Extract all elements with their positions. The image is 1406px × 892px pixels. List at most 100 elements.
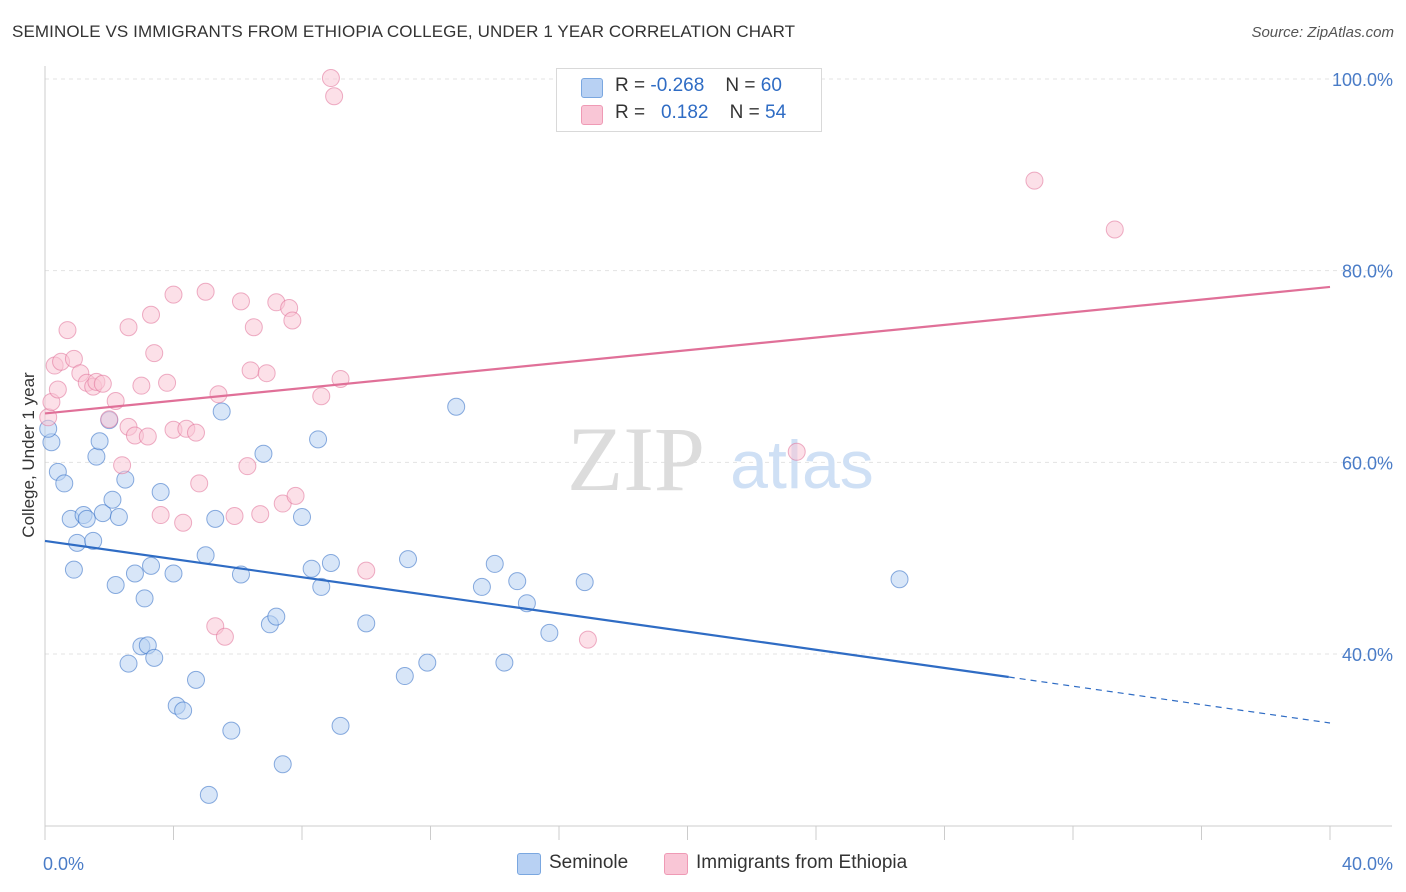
- seminole-point: [212, 402, 231, 421]
- seminole-point: [309, 430, 328, 449]
- ethiopia-point: [48, 380, 67, 399]
- bottom-legend-swatch-seminole: [517, 853, 541, 875]
- legend-n-value: 60: [760, 75, 782, 96]
- seminole-point: [395, 667, 414, 686]
- seminole-point: [267, 607, 286, 626]
- seminole-point: [254, 444, 273, 463]
- seminole-point: [196, 546, 215, 565]
- seminole-point: [90, 432, 109, 451]
- ethiopia-point: [132, 376, 151, 395]
- ethiopia-point: [225, 507, 244, 525]
- x-tick-label: 40.0%: [1342, 854, 1393, 874]
- seminole-point: [293, 507, 311, 526]
- bottom-legend-label: Seminole: [549, 852, 629, 873]
- legend-r-label: R =: [615, 102, 646, 123]
- tick-labels: 100.0% 80.0% 60.0% 40.0% 0.0% 40.0%: [43, 70, 1393, 874]
- legend-swatch-seminole: [581, 78, 603, 98]
- seminole-point: [142, 556, 161, 575]
- ethiopia-point: [209, 385, 228, 404]
- ethiopia-point: [190, 474, 209, 493]
- seminole-point: [418, 653, 437, 672]
- seminole-point: [312, 577, 331, 596]
- seminole-point: [84, 531, 103, 550]
- legend-n-value: 54: [765, 102, 787, 123]
- y-tick-label: 100.0%: [1332, 70, 1393, 90]
- ethiopia-point: [787, 442, 806, 461]
- seminole-point: [540, 623, 559, 642]
- legend-r-label: R =: [615, 75, 646, 96]
- seminole-point: [64, 560, 83, 579]
- seminole-point: [890, 570, 909, 589]
- seminole-point: [472, 577, 491, 596]
- ethiopia-point: [286, 486, 305, 505]
- ethiopia-trend-line: [44, 285, 1331, 415]
- ethiopia-point: [1025, 171, 1044, 190]
- legend-r-value: 0.182: [660, 102, 709, 123]
- ethiopia-point: [158, 373, 177, 392]
- ethiopia-point: [164, 285, 183, 304]
- ethiopia-point: [138, 427, 157, 446]
- bottom-legend-label: Immigrants from Ethiopia: [696, 852, 908, 873]
- seminole-trend-line: [44, 539, 1009, 679]
- seminole-point: [508, 572, 527, 591]
- seminole-point: [109, 507, 128, 526]
- seminole-point: [222, 721, 241, 740]
- ethiopia-point: [119, 318, 138, 337]
- seminole-point: [273, 755, 292, 774]
- ethiopia-point: [325, 87, 344, 106]
- seminole-point: [55, 474, 74, 493]
- seminole-trend-extension: [1008, 676, 1331, 724]
- series-ethiopia-points: [39, 69, 1124, 649]
- seminole-point: [151, 483, 170, 502]
- seminole-point: [77, 509, 96, 528]
- seminole-point: [199, 785, 218, 804]
- y-axis-label: College, Under 1 year: [19, 372, 38, 538]
- ethiopia-point: [142, 305, 161, 324]
- ethiopia-point: [39, 408, 58, 427]
- legend-n-label: N =: [725, 75, 756, 96]
- seminole-point: [495, 653, 514, 672]
- ethiopia-point: [1105, 220, 1124, 239]
- ethiopia-point: [100, 410, 119, 429]
- y-tick-label: 60.0%: [1342, 453, 1393, 473]
- watermark-atlas: atlas: [730, 427, 874, 503]
- seminole-point: [186, 670, 205, 689]
- seminole-point: [357, 614, 376, 633]
- source-label: Source: ZipAtlas.com: [1251, 24, 1394, 41]
- ethiopia-point: [186, 423, 205, 442]
- ethiopia-point: [196, 282, 215, 301]
- ethiopia-point: [312, 387, 331, 406]
- ethiopia-point: [113, 456, 132, 475]
- seminole-point: [119, 654, 138, 673]
- y-tick-label: 40.0%: [1342, 645, 1393, 665]
- ethiopia-point: [321, 69, 340, 88]
- legend-swatch-ethiopia: [581, 105, 603, 125]
- ethiopia-point: [257, 364, 276, 383]
- ethiopia-point: [231, 292, 250, 311]
- legend-r-value: -0.268: [650, 75, 705, 96]
- ethiopia-point: [238, 457, 257, 476]
- ethiopia-point: [241, 361, 260, 380]
- ethiopia-point: [578, 630, 597, 649]
- seminole-point: [135, 589, 154, 608]
- seminole-point: [331, 716, 350, 735]
- seminole-point: [68, 533, 87, 552]
- seminole-point: [125, 564, 144, 583]
- ethiopia-point: [215, 627, 234, 646]
- watermark-zip: ZIP: [567, 408, 705, 510]
- bottom-legend-swatch-ethiopia: [664, 853, 688, 875]
- chart-title: SEMINOLE VS IMMIGRANTS FROM ETHIOPIA COL…: [12, 22, 796, 41]
- ethiopia-point: [251, 505, 270, 524]
- seminole-point: [206, 509, 225, 528]
- ethiopia-point: [93, 374, 112, 393]
- trend-lines: [44, 285, 1331, 724]
- ethiopia-point: [244, 318, 263, 337]
- seminole-point: [87, 447, 106, 466]
- axes: [44, 66, 1392, 840]
- seminole-point: [106, 576, 125, 594]
- ethiopia-point: [174, 513, 193, 532]
- ethiopia-point: [145, 344, 164, 363]
- seminole-point: [302, 559, 321, 578]
- y-tick-label: 80.0%: [1342, 262, 1393, 282]
